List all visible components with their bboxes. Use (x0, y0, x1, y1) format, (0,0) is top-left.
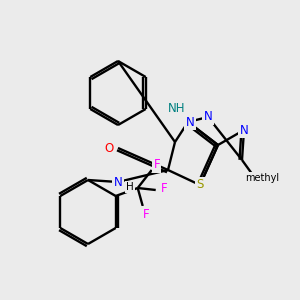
Text: N: N (240, 124, 248, 136)
Text: NH: NH (168, 101, 186, 115)
Text: F: F (160, 182, 167, 194)
Text: N: N (204, 110, 212, 124)
Text: S: S (196, 178, 204, 191)
Text: F: F (153, 158, 160, 172)
Text: methyl: methyl (245, 173, 279, 183)
Text: O: O (104, 142, 114, 154)
Text: F: F (142, 208, 149, 220)
Text: N: N (114, 176, 122, 188)
Text: H: H (126, 182, 134, 192)
Text: N: N (186, 116, 194, 128)
